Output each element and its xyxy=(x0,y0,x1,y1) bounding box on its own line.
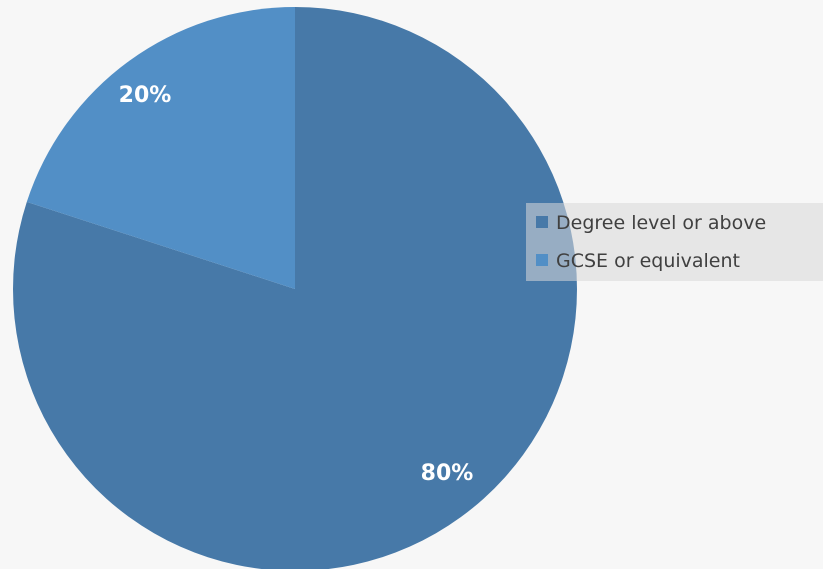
pie-slices xyxy=(13,7,577,569)
legend-label-gcse: GCSE or equivalent xyxy=(556,250,740,272)
legend-label-degree: Degree level or above xyxy=(556,212,766,234)
legend-swatch-degree xyxy=(536,216,548,228)
legend-swatch-gcse xyxy=(536,254,548,266)
legend: Degree level or above GCSE or equivalent xyxy=(526,203,823,281)
pie-data-label-gcse: 20% xyxy=(119,83,172,108)
pie-data-labels: 80% 20% xyxy=(119,83,474,486)
legend-box xyxy=(526,203,823,281)
pie-data-label-degree: 80% xyxy=(421,461,474,486)
pie-slice-gcse xyxy=(26,7,295,289)
pie-slice-degree xyxy=(13,7,577,569)
